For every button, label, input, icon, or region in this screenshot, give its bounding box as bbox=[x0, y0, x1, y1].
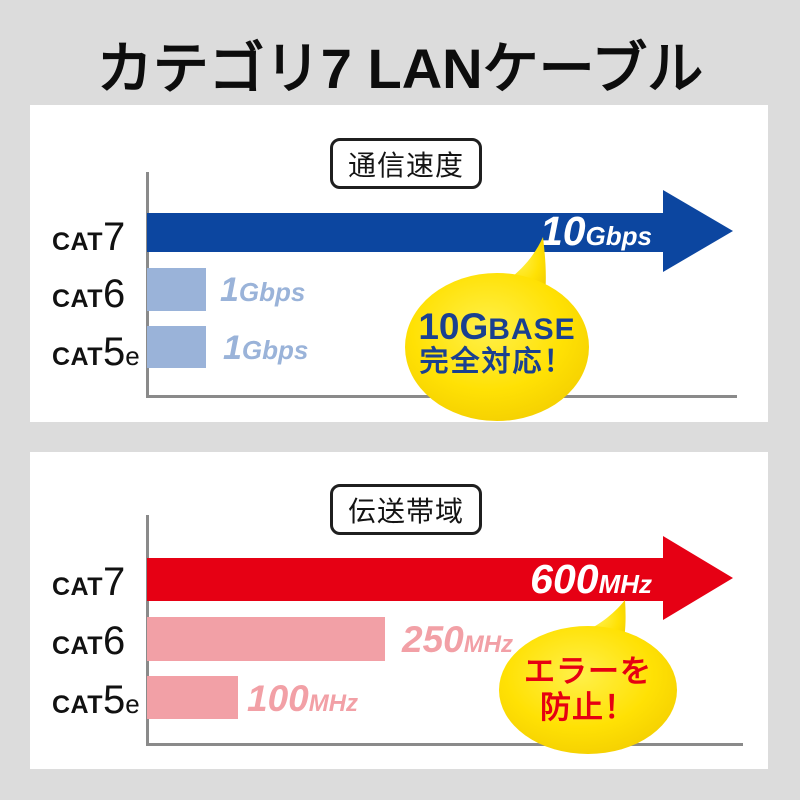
speed-cat7-label-num: 7 bbox=[103, 215, 126, 259]
bandwidth-cat7-label-num: 7 bbox=[103, 560, 126, 604]
speed-callout-line1-small: BASE bbox=[488, 313, 576, 346]
speed-cat6-label: CAT 6 bbox=[52, 272, 125, 317]
speed-cat7-value-unit: Gbps bbox=[585, 221, 652, 251]
bandwidth-cat7-label-cat: CAT bbox=[52, 573, 104, 601]
speed-callout-line2: 完全対応！ bbox=[419, 346, 575, 378]
speed-cat5e-label-num: 5 bbox=[103, 330, 126, 374]
bandwidth-cat6-value-unit: MHz bbox=[463, 631, 514, 658]
bandwidth-cat6-value-number: 250 bbox=[402, 619, 464, 660]
bandwidth-cat7-arrowhead bbox=[663, 536, 733, 620]
speed-callout-line1-big: 10G bbox=[418, 306, 489, 347]
bandwidth-cat7-value-number: 600 bbox=[530, 556, 599, 602]
bandwidth-cat7-value: 600 MHz bbox=[147, 559, 652, 600]
speed-cat7-label-cat: CAT bbox=[52, 228, 104, 256]
speed-cat6-bar bbox=[147, 268, 206, 311]
bandwidth-callout-bubble bbox=[499, 600, 677, 754]
speed-cat6-value-unit: Gbps bbox=[238, 277, 306, 307]
speed-cat7-label: CAT 7 bbox=[52, 215, 125, 260]
speed-cat5e-bar bbox=[147, 326, 206, 368]
speed-panel: 通信速度 CAT 7 10 Gbps CAT 6 1 Gbps CAT 5 e 1 Gbps bbox=[30, 105, 768, 422]
speed-panel-title: 通信速度 bbox=[347, 149, 464, 181]
bandwidth-callout-line1: エラーを bbox=[524, 654, 652, 689]
speed-cat7-value: 10 Gbps bbox=[147, 211, 652, 252]
bandwidth-x-axis bbox=[146, 743, 743, 746]
speed-cat5e-label-cat: CAT bbox=[52, 343, 104, 371]
speed-callout-bubble bbox=[405, 237, 589, 421]
speed-cat7-bar bbox=[147, 213, 663, 252]
speed-cat6-value: 1 Gbps bbox=[220, 273, 305, 307]
speed-cat6-label-cat: CAT bbox=[52, 285, 104, 313]
speed-cat5e-label-suffix: e bbox=[125, 341, 140, 371]
speed-callout-ellipse bbox=[405, 273, 589, 421]
speed-cat7-arrowhead bbox=[663, 190, 733, 272]
speed-cat5e-value-number: 1 bbox=[223, 329, 242, 367]
bandwidth-panel-header: 伝送帯域 bbox=[330, 484, 482, 535]
bandwidth-cat6-label-cat: CAT bbox=[52, 632, 104, 660]
bandwidth-cat6-bar bbox=[147, 617, 385, 661]
speed-cat6-label-num: 6 bbox=[103, 272, 126, 316]
speed-cat6-value-number: 1 bbox=[220, 271, 239, 309]
bandwidth-cat5e-label-suffix: e bbox=[125, 689, 140, 719]
speed-cat7-value-number: 10 bbox=[539, 208, 586, 254]
bandwidth-cat5e-bar bbox=[147, 676, 238, 719]
bandwidth-callout-ellipse bbox=[499, 626, 677, 754]
bandwidth-cat6-label-num: 6 bbox=[103, 619, 126, 663]
bandwidth-cat5e-label-cat: CAT bbox=[52, 691, 104, 719]
bandwidth-cat7-bar bbox=[147, 558, 663, 601]
bandwidth-cat5e-value-number: 100 bbox=[247, 678, 309, 719]
speed-callout-line1: 10G BASE bbox=[397, 308, 597, 345]
bandwidth-cat5e-value: 100 MHz bbox=[247, 680, 358, 717]
speed-panel-header: 通信速度 bbox=[330, 138, 482, 189]
speed-cat5e-value: 1 Gbps bbox=[223, 331, 308, 365]
bandwidth-cat7-value-unit: MHz bbox=[598, 569, 652, 599]
bandwidth-cat6-value: 250 MHz bbox=[402, 621, 513, 658]
bandwidth-cat5e-label-num: 5 bbox=[103, 678, 126, 722]
bandwidth-cat5e-value-unit: MHz bbox=[308, 690, 359, 717]
bandwidth-cat6-label: CAT 6 bbox=[52, 619, 125, 664]
bandwidth-cat5e-label: CAT 5 e bbox=[52, 678, 140, 723]
speed-cat5e-value-unit: Gbps bbox=[241, 335, 309, 365]
page-title: カテゴリ7 LANケーブル bbox=[96, 37, 704, 100]
bandwidth-cat7-label: CAT 7 bbox=[52, 560, 125, 605]
bandwidth-callout-line2: 防止！ bbox=[540, 690, 636, 725]
bandwidth-panel-title: 伝送帯域 bbox=[347, 495, 464, 527]
speed-cat5e-label: CAT 5 e bbox=[52, 330, 140, 375]
